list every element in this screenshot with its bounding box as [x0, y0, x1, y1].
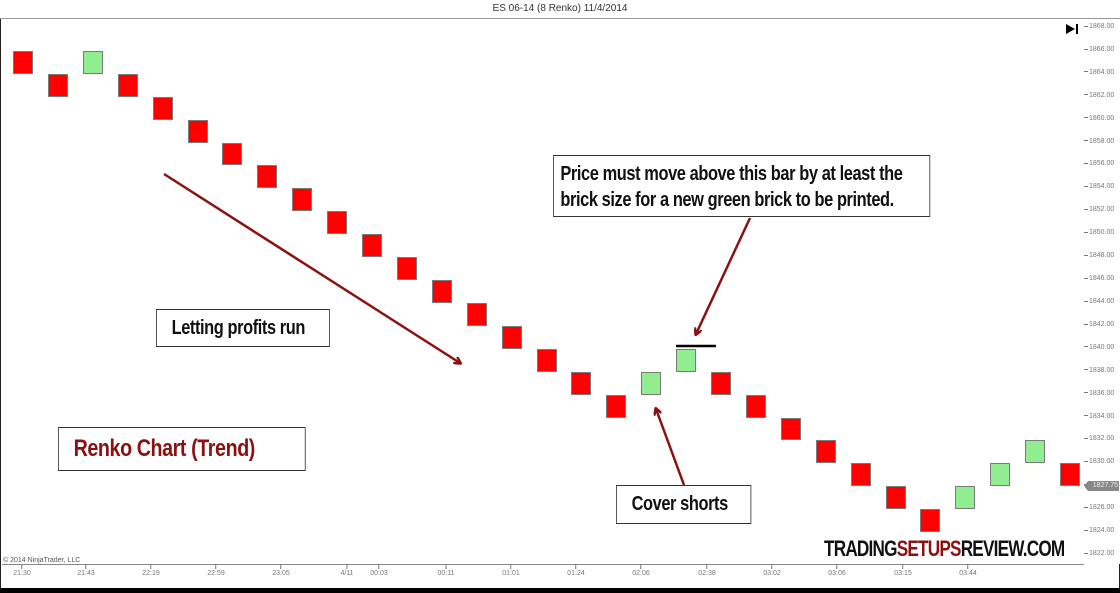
renko-brick-down[interactable]	[222, 142, 243, 166]
logo-part-setups: SETUPS	[896, 536, 962, 561]
x-tick-label: 03:15	[894, 565, 912, 577]
renko-brick-down[interactable]	[431, 280, 452, 303]
x-tick-label: 00:11	[438, 565, 455, 577]
plot-area[interactable]	[2, 19, 1085, 564]
y-tick-label: 1836.00	[1084, 390, 1114, 397]
bottom-border	[0, 588, 1120, 593]
site-logo: TRADINGSETUPSREVIEW.COM	[824, 536, 1066, 562]
renko-brick-down[interactable]	[117, 73, 138, 97]
renko-brick-up[interactable]	[676, 348, 697, 372]
price-rule-callout: Price must move above this bar by at lea…	[553, 155, 931, 217]
y-tick-label: 1850.00	[1084, 229, 1114, 236]
chart-label-text: Renko Chart (Trend)	[73, 435, 256, 462]
last-price-marker: 1827.75	[1084, 481, 1119, 491]
logo-part-review: REVIEW.COM	[960, 536, 1066, 561]
renko-brick-down[interactable]	[780, 417, 801, 441]
y-tick-label: 1848.00	[1084, 252, 1114, 259]
renko-brick-down[interactable]	[571, 371, 592, 395]
y-tick-label: 1844.00	[1084, 298, 1114, 305]
y-tick-label: 1868.00	[1084, 23, 1114, 30]
y-tick-label: 1822.00	[1084, 550, 1114, 557]
renko-brick-down[interactable]	[850, 463, 871, 487]
x-tick-label: 22:59	[207, 565, 225, 577]
renko-brick-down[interactable]	[187, 119, 208, 143]
renko-brick-up[interactable]	[82, 50, 103, 74]
renko-brick-down[interactable]	[47, 73, 68, 97]
renko-brick-down[interactable]	[745, 394, 766, 418]
y-tick-label: 1830.00	[1084, 458, 1114, 465]
renko-brick-down[interactable]	[292, 188, 313, 212]
y-tick-label: 1838.00	[1084, 367, 1114, 374]
chart-title: ES 06-14 (8 Renko) 11/4/2014	[0, 0, 1120, 19]
x-tick-label: 03:06	[828, 565, 846, 577]
logo-part-trading: TRADING	[824, 536, 897, 561]
x-tick-label: 22:19	[142, 565, 160, 577]
x-tick-label: 02:06	[632, 565, 650, 577]
y-axis[interactable]: 1868.00 1866.00 1864.00 1862.00 1860.00 1858.…	[1084, 19, 1120, 564]
scroll-to-end-icon[interactable]	[1065, 23, 1079, 35]
y-tick-label: 1862.00	[1084, 92, 1114, 99]
renko-brick-down[interactable]	[606, 394, 627, 418]
renko-brick-down[interactable]	[920, 509, 941, 533]
copyright-text: © 2014 NinjaTrader, LLC	[3, 557, 81, 564]
renko-brick-up[interactable]	[990, 463, 1011, 487]
y-tick-label: 1832.00	[1084, 435, 1114, 442]
renko-brick-up[interactable]	[641, 371, 662, 395]
renko-brick-down[interactable]	[327, 211, 348, 235]
chart-label-callout: Renko Chart (Trend)	[58, 427, 306, 471]
price-rule-line-2: brick size for a new green brick to be p…	[560, 189, 894, 211]
renko-brick-down[interactable]	[362, 234, 382, 258]
y-tick-label: 1826.00	[1084, 504, 1114, 511]
x-tick-label: 03:44	[959, 565, 977, 577]
y-tick-label: 1840.00	[1084, 344, 1114, 351]
renko-brick-up[interactable]	[955, 486, 976, 510]
x-tick-label: 01:24	[567, 565, 585, 577]
x-tick-label: 01:01	[502, 565, 520, 577]
x-tick-label: 23:05	[272, 565, 290, 577]
renko-brick-down[interactable]	[152, 96, 173, 120]
y-tick-label: 1858.00	[1084, 138, 1114, 145]
letting-profits-label: Letting profits run	[171, 317, 306, 339]
y-tick-label: 1824.00	[1084, 527, 1114, 534]
x-tick-label: 21:30	[13, 565, 31, 577]
letting-profits-callout: Letting profits run	[156, 309, 330, 347]
renko-brick-down[interactable]	[885, 486, 906, 510]
y-tick-label: 1834.00	[1084, 413, 1114, 420]
renko-brick-down[interactable]	[466, 302, 487, 326]
y-tick-label: 1852.00	[1084, 206, 1114, 213]
x-tick-label: 00:03	[370, 565, 388, 577]
renko-brick-down[interactable]	[1060, 463, 1080, 487]
renko-brick-down[interactable]	[501, 325, 522, 349]
y-tick-label: 1842.00	[1084, 321, 1114, 328]
renko-brick-down[interactable]	[711, 371, 731, 395]
x-axis[interactable]: 21:30 21:43 22:19 22:59 23:05 4/11 00:03 00:11 0…	[2, 564, 1084, 589]
price-rule-line-1: Price must move above this bar by at lea…	[560, 163, 903, 185]
renko-brick-up[interactable]	[1025, 440, 1046, 464]
x-tick-label: 02:38	[698, 565, 716, 577]
renko-brick-down[interactable]	[536, 348, 557, 372]
renko-brick-down[interactable]	[396, 257, 417, 281]
y-tick-label: 1860.00	[1084, 115, 1114, 122]
cover-shorts-callout: Cover shorts	[616, 485, 752, 524]
y-tick-label: 1846.00	[1084, 275, 1114, 282]
y-tick-label: 1854.00	[1084, 183, 1114, 190]
x-tick-label: 4/11	[340, 565, 353, 577]
renko-brick-down[interactable]	[257, 165, 278, 189]
cover-shorts-label: Cover shorts	[631, 493, 729, 515]
y-tick-label: 1856.00	[1084, 160, 1114, 167]
x-tick-label: 03:02	[763, 565, 781, 577]
renko-brick-down[interactable]	[815, 440, 836, 464]
y-tick-label: 1866.00	[1084, 46, 1114, 53]
renko-brick-down[interactable]	[13, 50, 33, 74]
x-tick-label: 21:43	[77, 565, 95, 577]
y-tick-label: 1864.00	[1084, 69, 1114, 76]
